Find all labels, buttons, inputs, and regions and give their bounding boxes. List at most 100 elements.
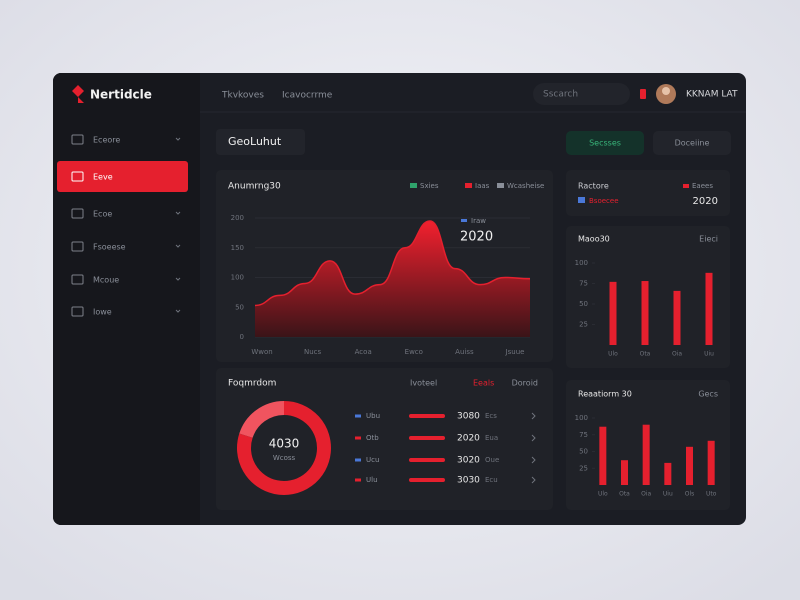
bar [707, 440, 715, 485]
y-tick-label: 100 [575, 259, 588, 267]
button-label: Secsses [589, 139, 621, 148]
button-label: Doceiine [675, 139, 710, 148]
search-box[interactable] [533, 83, 630, 105]
row-value: 3080 [457, 412, 480, 422]
bar [599, 426, 607, 485]
row-chevron[interactable] [531, 476, 536, 484]
sidebar-item: Mcoue [93, 276, 119, 285]
x-tick-label: Uiu [704, 351, 714, 358]
nav-tab: Tkvkoves [221, 91, 264, 101]
x-tick-label: Oia [672, 351, 682, 358]
y-tick-label: 100 [231, 274, 244, 282]
x-tick-label: Ota [640, 351, 651, 358]
page-title-box [216, 129, 305, 155]
sidebar-icon [71, 208, 84, 219]
legend-label: Wcasheise [507, 182, 544, 190]
sidebar-icon [71, 134, 84, 145]
sidebar-item: Eeve [93, 173, 113, 182]
nav-tab: Icavocrrme [282, 91, 333, 101]
chevron [175, 277, 181, 281]
stat-value: 2020 [693, 196, 718, 207]
row-value: 3030 [457, 476, 480, 486]
area-line [254, 220, 531, 307]
row-dot [355, 478, 361, 482]
y-tick-label: 50 [579, 300, 588, 308]
area [255, 220, 530, 337]
brand-name: Nertidcle [90, 88, 152, 102]
row-sub: Oue [485, 456, 499, 464]
row-dot [355, 414, 361, 418]
table-header: Doroid [512, 379, 538, 388]
sidebar-icon [71, 241, 84, 252]
row-chevron[interactable] [531, 456, 536, 464]
sidebar-item: Eceore [93, 136, 120, 145]
row-dot [355, 436, 361, 440]
x-tick-label: Uiu [663, 491, 673, 498]
y-tick-label: 50 [579, 448, 588, 456]
row-sub: Ecs [485, 412, 497, 420]
x-tick-label: Ota [619, 491, 630, 498]
row-bar [409, 478, 445, 482]
card-title: Ractore [578, 182, 609, 191]
x-tick-label: Acoa [355, 348, 372, 356]
legend-swatch [465, 183, 472, 188]
row-value: 3020 [457, 456, 480, 466]
sidebar-active[interactable] [57, 161, 188, 192]
brand-logo [72, 85, 84, 103]
x-tick-label: Ewco [405, 348, 423, 356]
annotation-label: Iraw [471, 217, 486, 225]
donut-label: Wcoss [273, 454, 296, 462]
stat-icon [578, 197, 585, 203]
bar [642, 424, 650, 485]
search-placeholder: Sscarch [543, 90, 578, 100]
card-title: Reaatiorm 30 [578, 390, 632, 399]
annotation: 2020 [460, 230, 493, 245]
table-header: Ivoteel [410, 379, 437, 388]
row-chevron[interactable] [531, 412, 536, 420]
row-label: Otb [366, 434, 379, 442]
legend-label: Sxies [420, 182, 439, 190]
legend-swatch [683, 184, 689, 188]
card-title: Foqmrdom [228, 379, 276, 389]
legend-swatch [497, 183, 504, 188]
y-tick-label: 150 [231, 244, 244, 252]
row-sub: Ecu [485, 476, 498, 484]
row-value: 2020 [457, 434, 480, 444]
x-tick-label: Oia [641, 491, 651, 498]
bar [664, 462, 672, 485]
button[interactable] [653, 131, 731, 155]
sidebar-icon [71, 171, 84, 182]
x-tick-label: Wwon [251, 348, 272, 356]
sidebar [53, 73, 200, 525]
annotation-swatch [461, 219, 467, 222]
chevron [175, 244, 181, 248]
legend-swatch [410, 183, 417, 188]
row-bar [409, 414, 445, 418]
bar [673, 290, 681, 345]
donut-segment [237, 401, 331, 495]
notification-icon[interactable] [640, 89, 646, 99]
button[interactable] [566, 131, 644, 155]
x-tick-label: Nucs [304, 348, 322, 356]
legend-label: Iaas [475, 182, 490, 190]
page-title: GeoLuhut [228, 135, 282, 148]
bar [621, 460, 628, 485]
y-tick-label: 25 [579, 321, 588, 329]
x-tick-label: Ulo [608, 351, 618, 358]
chevron [175, 211, 181, 215]
donut-value: 4030 [269, 437, 300, 451]
sidebar-icon [71, 306, 84, 317]
x-tick-label: Jsuue [505, 348, 525, 356]
row-dot [355, 458, 361, 462]
card-title: Anumrng30 [228, 182, 281, 192]
y-tick-label: 0 [240, 333, 244, 341]
row-bar [409, 458, 445, 462]
legend-label: Eaees [692, 182, 713, 190]
chevron [175, 309, 181, 313]
avatar-face [662, 87, 670, 95]
y-tick-label: 200 [231, 214, 244, 222]
card-title: Maoo30 [578, 235, 610, 244]
donut-segment [239, 401, 285, 439]
card [566, 170, 730, 216]
row-chevron[interactable] [531, 434, 536, 442]
